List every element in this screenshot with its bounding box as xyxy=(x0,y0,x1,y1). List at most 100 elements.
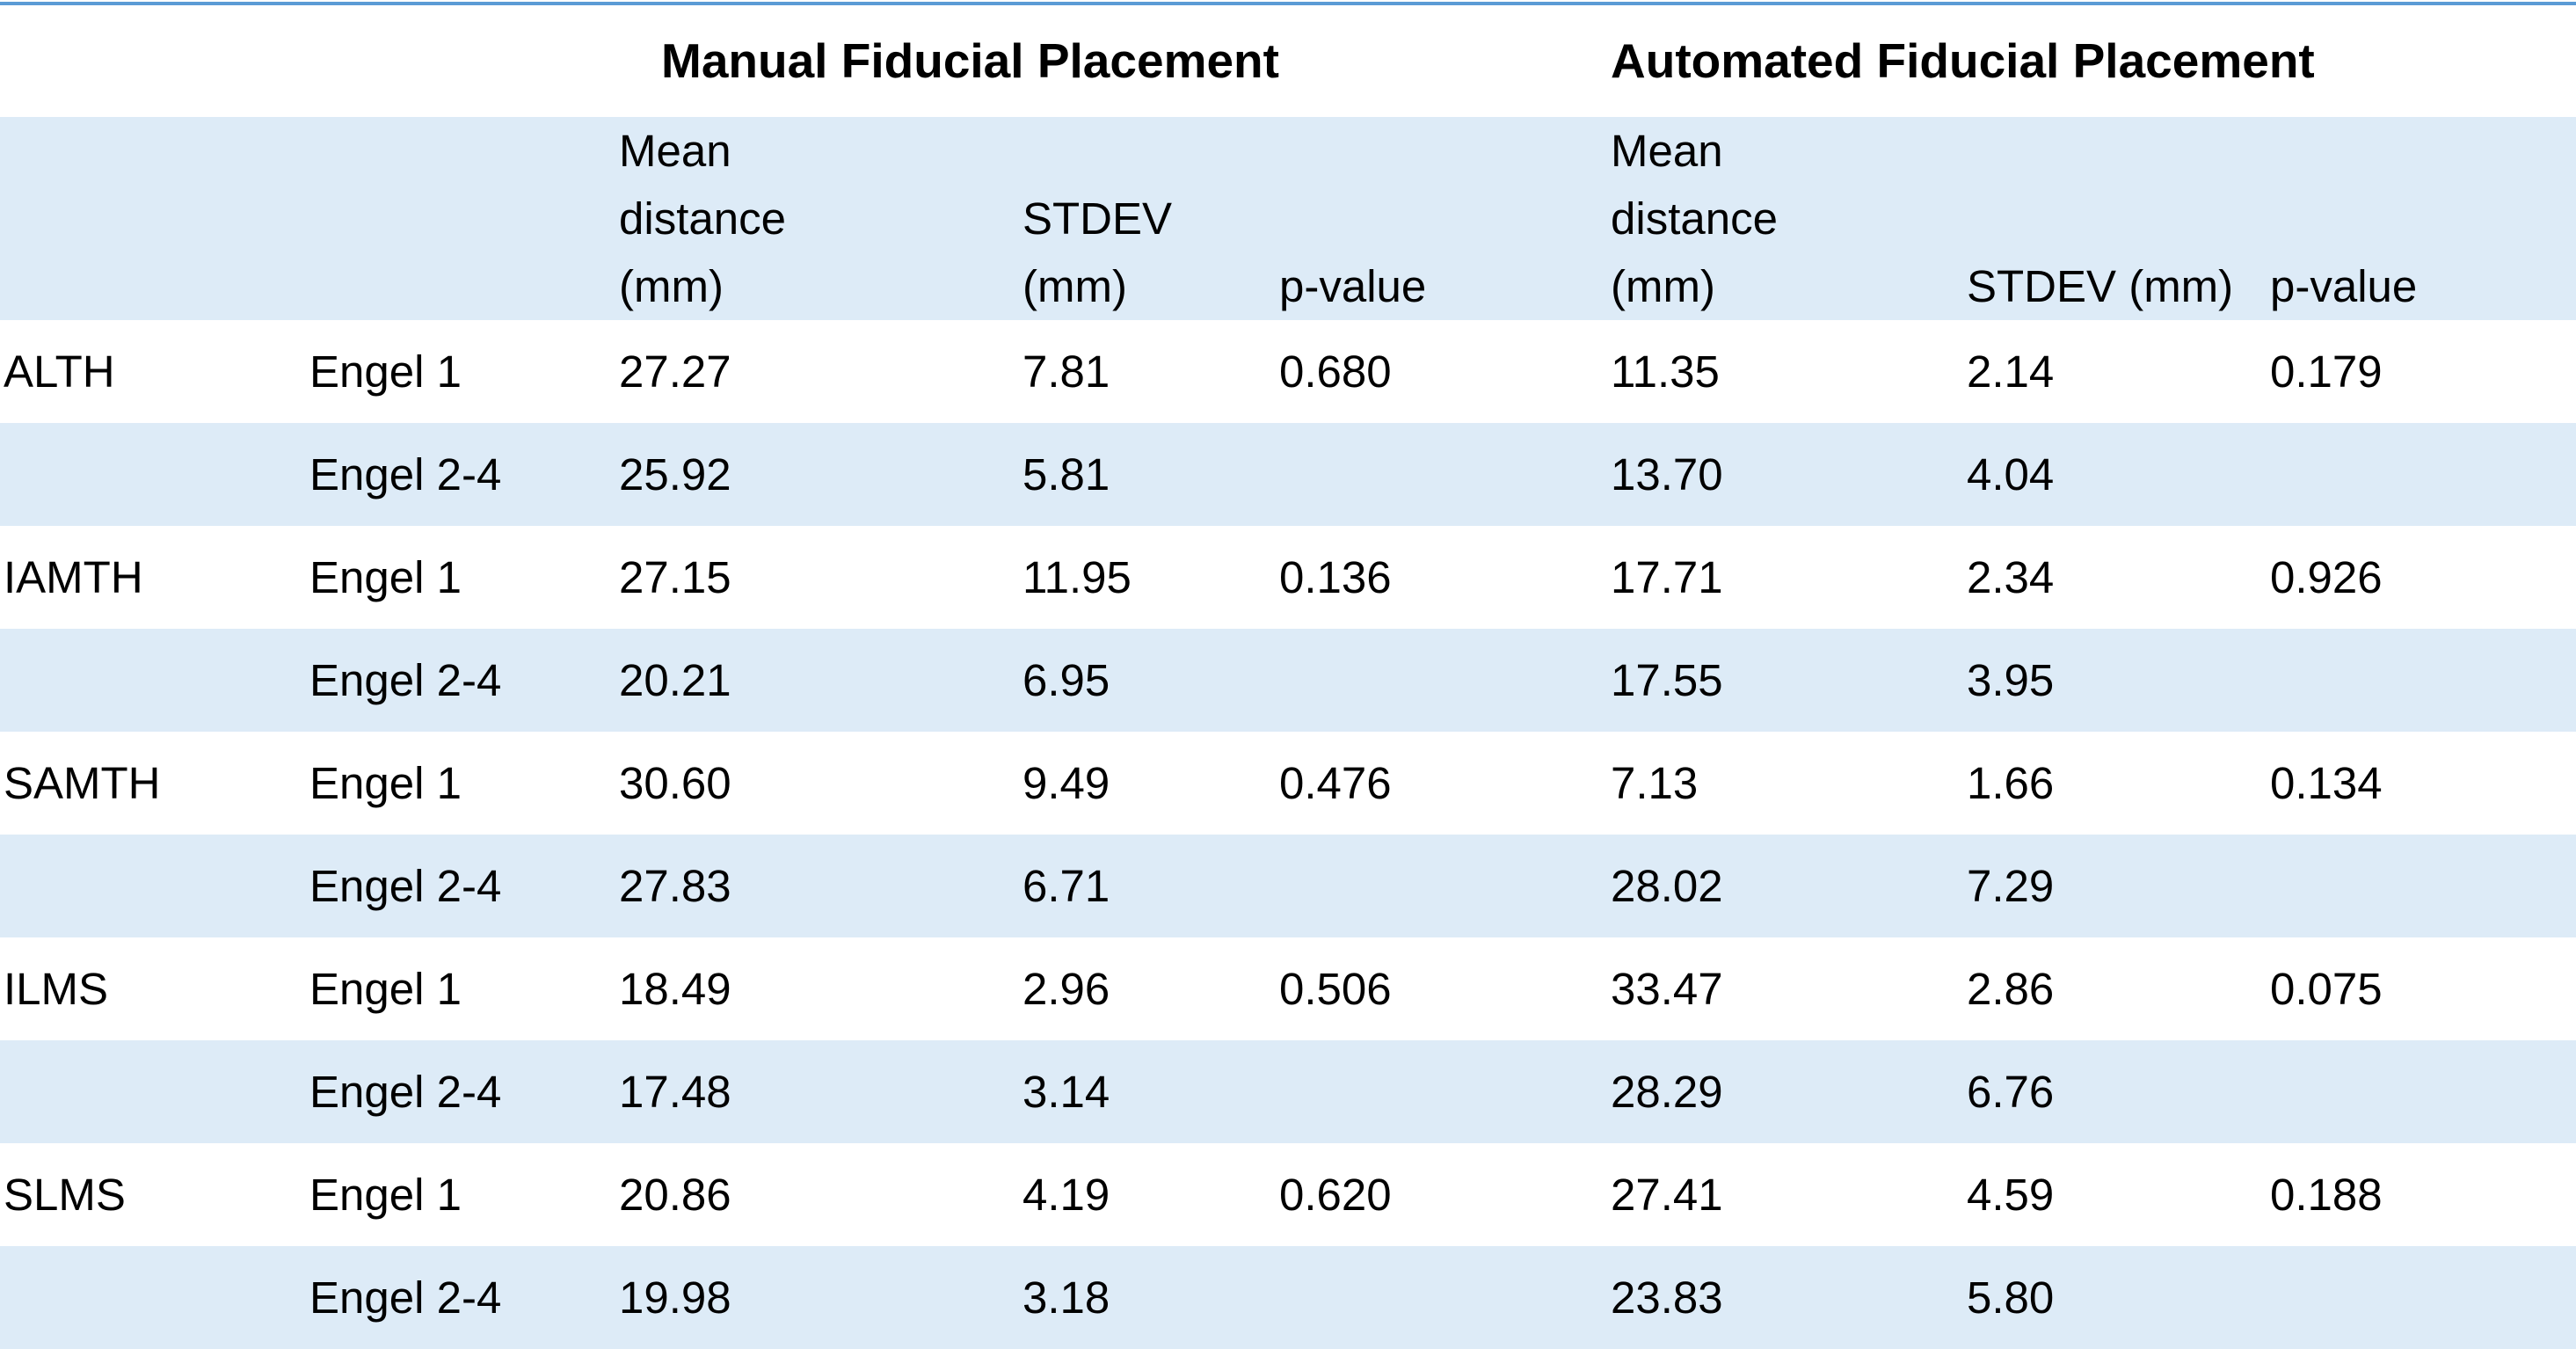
auto-mean-cell: 27.41 xyxy=(1611,1170,1723,1220)
region-cell xyxy=(0,629,308,732)
auto-p-cell xyxy=(2268,835,2576,937)
auto-p-cell xyxy=(2268,629,2576,732)
manual-mean-header: Mean distance (mm) xyxy=(619,126,786,311)
manual-stdev-cell: 7.81 xyxy=(1022,346,1110,397)
auto-p-cell: 0.188 xyxy=(2270,1170,2383,1220)
manual-mean-cell: 27.83 xyxy=(619,861,731,911)
outcome-group-cell: Engel 2-4 xyxy=(309,1067,502,1117)
manual-mean-cell: 20.86 xyxy=(619,1170,731,1220)
auto-stdev-cell: 6.76 xyxy=(1967,1067,2055,1117)
table-row: Engel 2-4 27.83 6.71 28.02 7.29 xyxy=(0,835,2576,937)
table-row: SAMTH Engel 1 30.60 9.49 0.476 7.13 1.66… xyxy=(0,732,2576,835)
manual-mean-cell: 20.21 xyxy=(619,655,731,705)
manual-p-cell xyxy=(1277,835,1609,937)
blank-header-cell xyxy=(308,117,617,320)
manual-stdev-cell: 11.95 xyxy=(1022,552,1132,602)
auto-stdev-cell: 2.34 xyxy=(1967,552,2055,602)
manual-mean-cell: 19.98 xyxy=(619,1272,731,1323)
table-row: IAMTH Engel 1 27.15 11.95 0.136 17.71 2.… xyxy=(0,526,2576,629)
auto-stdev-cell: 2.14 xyxy=(1967,346,2055,397)
outcome-group-cell: Engel 2-4 xyxy=(309,449,502,499)
auto-stdev-cell: 5.80 xyxy=(1967,1272,2055,1323)
auto-stdev-cell: 1.66 xyxy=(1967,758,2055,808)
outcome-group-cell: Engel 1 xyxy=(309,1170,462,1220)
auto-stdev-cell: 4.04 xyxy=(1967,449,2055,499)
blank-header-cell xyxy=(0,5,308,117)
manual-mean-cell: 17.48 xyxy=(619,1067,731,1117)
header-rule xyxy=(0,117,2576,120)
outcome-group-cell: Engel 1 xyxy=(309,964,462,1014)
auto-mean-cell: 17.71 xyxy=(1611,552,1723,602)
manual-p-cell: 0.136 xyxy=(1279,552,1392,602)
manual-stdev-cell: 6.71 xyxy=(1022,861,1110,911)
auto-stdev-cell: 2.86 xyxy=(1967,964,2055,1014)
auto-p-cell: 0.926 xyxy=(2270,552,2383,602)
manual-p-cell xyxy=(1277,629,1609,732)
manual-p-cell: 0.620 xyxy=(1279,1170,1392,1220)
outcome-group-cell: Engel 2-4 xyxy=(309,655,502,705)
auto-p-cell xyxy=(2268,1040,2576,1143)
outcome-group-cell: Engel 2-4 xyxy=(309,1272,502,1323)
region-cell: SLMS xyxy=(4,1170,126,1220)
column-header-row: Mean distance (mm) STDEV (mm) p-value Me… xyxy=(0,117,2576,320)
manual-mean-cell: 30.60 xyxy=(619,758,731,808)
blank-header-cell xyxy=(0,117,308,320)
manual-p-cell xyxy=(1277,1246,1609,1349)
table-row: SLMS Engel 1 20.86 4.19 0.620 27.41 4.59… xyxy=(0,1143,2576,1246)
manual-stdev-cell: 9.49 xyxy=(1022,758,1110,808)
auto-p-cell: 0.134 xyxy=(2270,758,2383,808)
manual-stdev-cell: 5.81 xyxy=(1022,449,1110,499)
region-cell: IAMTH xyxy=(4,552,143,602)
auto-stdev-header: STDEV (mm) xyxy=(1967,261,2234,311)
auto-p-cell: 0.075 xyxy=(2270,964,2383,1014)
outcome-group-cell: Engel 2-4 xyxy=(309,861,502,911)
auto-mean-cell: 23.83 xyxy=(1611,1272,1723,1323)
auto-stdev-cell: 7.29 xyxy=(1967,861,2055,911)
outcome-group-cell: Engel 1 xyxy=(309,758,462,808)
auto-p-header: p-value xyxy=(2270,261,2418,311)
auto-p-cell xyxy=(2268,1246,2576,1349)
region-cell xyxy=(0,1246,308,1349)
manual-p-header: p-value xyxy=(1279,261,1427,311)
auto-p-cell: 0.179 xyxy=(2270,346,2383,397)
outcome-group-cell: Engel 1 xyxy=(309,552,462,602)
auto-stdev-cell: 3.95 xyxy=(1967,655,2055,705)
auto-mean-cell: 7.13 xyxy=(1611,758,1699,808)
manual-group-header: Manual Fiducial Placement xyxy=(661,33,1279,88)
table-row: Engel 2-4 17.48 3.14 28.29 6.76 xyxy=(0,1040,2576,1143)
region-cell xyxy=(0,1040,308,1143)
auto-mean-header: Mean distance (mm) xyxy=(1611,126,1778,311)
auto-mean-cell: 17.55 xyxy=(1611,655,1723,705)
manual-mean-cell: 18.49 xyxy=(619,964,731,1014)
top-rule xyxy=(0,2,2576,5)
results-table: Manual Fiducial Placement Automated Fidu… xyxy=(0,5,2576,1349)
manual-stdev-cell: 4.19 xyxy=(1022,1170,1110,1220)
manual-stdev-cell: 3.18 xyxy=(1022,1272,1110,1323)
manual-p-cell: 0.680 xyxy=(1279,346,1392,397)
manual-p-cell: 0.506 xyxy=(1279,964,1392,1014)
manual-p-cell xyxy=(1277,423,1609,526)
manual-stdev-cell: 3.14 xyxy=(1022,1067,1110,1117)
manual-mean-cell: 25.92 xyxy=(619,449,731,499)
table-row: Engel 2-4 20.21 6.95 17.55 3.95 xyxy=(0,629,2576,732)
group-header-row: Manual Fiducial Placement Automated Fidu… xyxy=(0,5,2576,117)
region-cell: ILMS xyxy=(4,964,109,1014)
auto-stdev-cell: 4.59 xyxy=(1967,1170,2055,1220)
auto-p-cell xyxy=(2268,423,2576,526)
auto-mean-cell: 28.29 xyxy=(1611,1067,1723,1117)
table-row: Engel 2-4 25.92 5.81 13.70 4.04 xyxy=(0,423,2576,526)
bottom-rule xyxy=(0,1289,2576,1293)
automated-group-header: Automated Fiducial Placement xyxy=(1611,33,2315,88)
table-row: ALTH Engel 1 27.27 7.81 0.680 11.35 2.14… xyxy=(0,320,2576,423)
auto-mean-cell: 33.47 xyxy=(1611,964,1723,1014)
manual-stdev-cell: 6.95 xyxy=(1022,655,1110,705)
region-cell: SAMTH xyxy=(4,758,161,808)
region-cell xyxy=(0,423,308,526)
manual-mean-cell: 27.15 xyxy=(619,552,731,602)
manual-p-cell: 0.476 xyxy=(1279,758,1392,808)
auto-mean-cell: 11.35 xyxy=(1611,346,1720,397)
region-cell: ALTH xyxy=(4,346,115,397)
manual-mean-cell: 27.27 xyxy=(619,346,731,397)
manual-stdev-header: STDEV (mm) xyxy=(1022,193,1173,311)
